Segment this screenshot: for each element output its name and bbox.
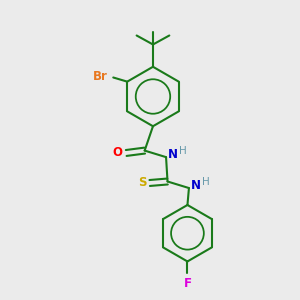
Text: H: H: [202, 176, 210, 187]
Text: O: O: [113, 146, 123, 160]
Text: S: S: [138, 176, 147, 190]
Text: H: H: [179, 146, 187, 156]
Text: Br: Br: [92, 70, 107, 83]
Text: F: F: [183, 277, 191, 290]
Text: N: N: [168, 148, 178, 161]
Text: N: N: [191, 179, 201, 192]
